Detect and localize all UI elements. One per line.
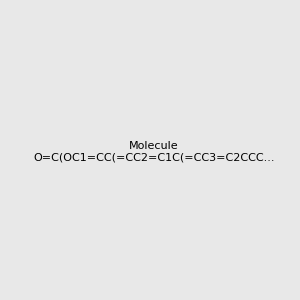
Text: Molecule
O=C(OC1=CC(=CC2=C1C(=CC3=C2CCC...: Molecule O=C(OC1=CC(=CC2=C1C(=CC3=C2CCC.… <box>33 141 274 162</box>
